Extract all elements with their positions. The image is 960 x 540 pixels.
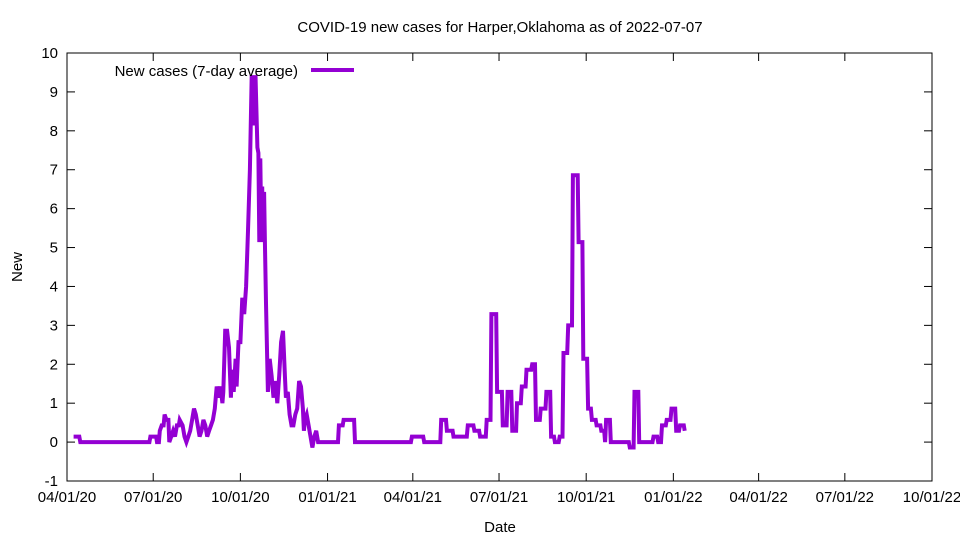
chart-title: COVID-19 new cases for Harper,Oklahoma a…: [297, 19, 702, 36]
y-axis-label: New: [9, 252, 26, 282]
x-tick-label: 07/01/20: [124, 489, 182, 506]
y-tick-label: -1: [45, 473, 58, 490]
x-tick-label: 04/01/20: [38, 489, 96, 506]
series-layer: [73, 75, 687, 450]
y-tick-label: 7: [50, 162, 58, 179]
y-tick-label: 6: [50, 201, 58, 218]
x-tick-label: 01/01/22: [644, 489, 702, 506]
legend: New cases (7-day average): [115, 63, 354, 80]
x-tick-label: 10/01/21: [557, 489, 615, 506]
y-tick-label: 4: [50, 278, 58, 295]
y-tick-label: 5: [50, 240, 58, 257]
x-tick-label: 04/01/22: [729, 489, 787, 506]
x-tick-label: 10/01/20: [211, 489, 269, 506]
y-tick-label: 1: [50, 395, 58, 412]
x-tick-label: 07/01/22: [816, 489, 874, 506]
legend-label: New cases (7-day average): [115, 63, 298, 80]
y-tick-label: 10: [41, 45, 58, 62]
y-tick-label: 8: [50, 123, 58, 140]
y-tick-label: 0: [50, 434, 58, 451]
series-line: [73, 75, 687, 450]
y-tick-label: 2: [50, 356, 58, 373]
axis-ticks: -1 0 1 2 3 4 5 6 7 8 9 10 04/01/20 07/01/20 10/01/20 01…: [38, 45, 960, 506]
x-tick-label: 01/01/21: [298, 489, 356, 506]
y-tick-label: 9: [50, 84, 58, 101]
x-tick-label: 04/01/21: [384, 489, 442, 506]
x-tick-label: 10/01/22: [903, 489, 960, 506]
x-tick-label: 07/01/21: [470, 489, 528, 506]
x-axis-label: Date: [484, 519, 516, 536]
y-tick-label: 3: [50, 317, 58, 334]
